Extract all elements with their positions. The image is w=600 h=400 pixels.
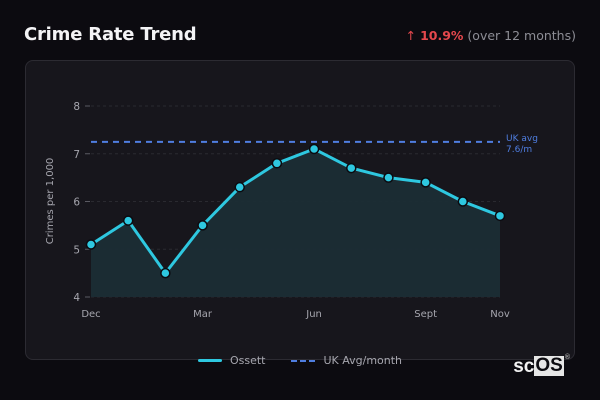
- legend-item-uk-avg[interactable]: UK Avg/month: [291, 354, 402, 367]
- x-tick-label: Sept: [414, 309, 437, 320]
- trend-period: (over 12 months): [467, 28, 576, 43]
- logo-text-highlight: OS: [534, 355, 564, 376]
- data-point[interactable]: [122, 215, 134, 226]
- ossett-series-line: [90, 147, 501, 275]
- series-area-fill: [91, 148, 500, 297]
- registered-mark: ®: [564, 354, 570, 361]
- data-point[interactable]: [234, 181, 245, 193]
- y-axis-label: Crimes per 1,000: [45, 158, 56, 245]
- x-tick-label: Dec: [81, 309, 100, 320]
- y-tick-label: 4: [73, 292, 80, 304]
- legend: Ossett UK Avg/month: [0, 354, 600, 367]
- legend-label: UK Avg/month: [323, 354, 403, 367]
- data-point[interactable]: [457, 196, 469, 207]
- y-tick-label: 6: [73, 197, 80, 209]
- y-tick-label: 8: [73, 101, 80, 113]
- legend-item-ossett[interactable]: Ossett: [197, 354, 266, 367]
- dashed-line-swatch-icon: [291, 359, 316, 362]
- logo-text: sc: [513, 356, 535, 377]
- x-axis: Dec Mar Jun Sept Nov: [81, 309, 510, 320]
- trend-up-icon: ↑: [405, 28, 417, 43]
- data-point[interactable]: [420, 177, 431, 188]
- data-point[interactable]: [271, 158, 283, 169]
- data-point[interactable]: [85, 239, 97, 250]
- y-tick-label: 5: [73, 244, 80, 256]
- data-point[interactable]: [494, 210, 506, 222]
- y-axis: 4 5 6 7 8: [73, 101, 90, 304]
- page-title: Crime Rate Trend: [24, 24, 197, 45]
- legend-label: Ossett: [229, 354, 266, 367]
- uk-avg-value: 7.6/m: [506, 145, 532, 155]
- data-point[interactable]: [308, 143, 320, 155]
- x-tick-label: Mar: [193, 309, 213, 320]
- solid-line-swatch-icon: [197, 359, 222, 362]
- uk-avg-annotation: UK avg: [506, 134, 538, 144]
- trend-summary: ↑ 10.9% (over 12 months): [406, 28, 576, 43]
- brand-logo: sc OS ®: [513, 354, 570, 378]
- data-points: [85, 143, 506, 279]
- x-tick-label: Nov: [490, 309, 510, 320]
- data-point[interactable]: [346, 162, 357, 174]
- x-tick-label: Jun: [305, 309, 322, 320]
- data-point[interactable]: [383, 172, 394, 183]
- data-point[interactable]: [197, 220, 208, 231]
- y-tick-label: 7: [73, 149, 80, 161]
- data-point[interactable]: [160, 267, 171, 279]
- trend-percent: 10.9%: [420, 28, 464, 43]
